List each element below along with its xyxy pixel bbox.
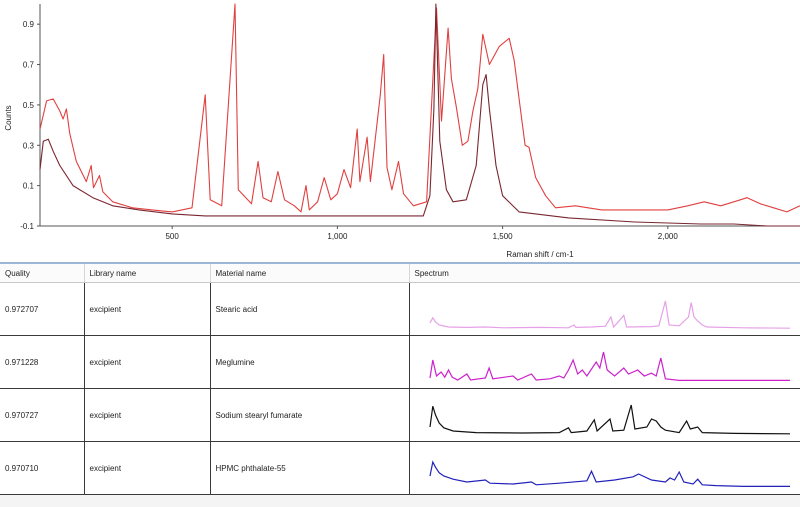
table-row[interactable]: 0.971228 excipient Meglumine	[0, 335, 800, 389]
spectrum-cell	[409, 282, 800, 336]
spectrum-thumbnail-line	[428, 300, 790, 329]
quality-cell: 0.970727	[0, 388, 85, 442]
quality-cell: 0.971228	[0, 335, 85, 389]
library-cell: excipient	[84, 282, 211, 336]
library-cell: excipient	[84, 335, 211, 389]
y-tick-label: 0.3	[23, 141, 35, 150]
y-tick-label: 0.5	[23, 101, 35, 110]
y-tick-label: 0.1	[23, 182, 35, 191]
spectrum-thumbnail	[428, 300, 790, 329]
spectrum-line-1	[39, 3, 800, 213]
table-row[interactable]: 0.970710 excipient HPMC phthalate-55	[0, 441, 800, 495]
spectrum-thumbnail-line	[428, 460, 790, 487]
column-header-spectrum[interactable]: Spectrum	[409, 264, 800, 283]
x-tick-label: 1,000	[327, 232, 348, 241]
spectrum-thumbnail	[428, 460, 790, 487]
y-tick-label: 0.7	[23, 61, 35, 70]
results-table: Quality Library name Material name Spect…	[0, 264, 800, 507]
column-header-quality[interactable]: Quality	[0, 264, 85, 283]
column-header-material-name[interactable]: Material name	[210, 264, 410, 283]
spectrum-line-2	[39, 3, 800, 227]
table-header-row: Quality Library name Material name Spect…	[0, 264, 800, 283]
y-axis-title: Counts	[4, 105, 13, 130]
library-cell: excipient	[84, 388, 211, 442]
pane-divider[interactable]	[0, 262, 800, 264]
y-tick-label: 0.9	[23, 20, 35, 29]
plot-series	[39, 3, 800, 227]
spectrum-thumbnail	[428, 351, 790, 381]
quality-cell: 0.972707	[0, 282, 85, 336]
y-tick-label: -0.1	[20, 222, 34, 231]
library-cell: excipient	[84, 441, 211, 495]
table-row[interactable]: 0.972707 excipient Stearic acid	[0, 282, 800, 336]
spectrum-cell	[409, 388, 800, 442]
spectrum-thumbnail	[428, 404, 790, 435]
spectrum-cell	[409, 441, 800, 495]
spectrum-thumbnail-line	[428, 351, 790, 381]
x-tick-label: 1,500	[493, 232, 514, 241]
plot-axes: -0.1 0.1 0.3 0.5 0.7 0.9 500 1,000 1,500 2,000 Ram…	[4, 4, 800, 259]
material-cell: HPMC phthalate-55	[210, 441, 410, 495]
material-cell: Meglumine	[210, 335, 410, 389]
column-header-library-name[interactable]: Library name	[84, 264, 211, 283]
spectrum-thumbnail-line	[428, 404, 790, 435]
x-tick-label: 500	[165, 232, 179, 241]
quality-cell: 0.970710	[0, 441, 85, 495]
table-row[interactable]: 0.970727 excipient Sodium stearyl fumara…	[0, 388, 800, 442]
material-cell: Sodium stearyl fumarate	[210, 388, 410, 442]
x-axis-title: Raman shift / cm-1	[506, 250, 574, 259]
spectrum-plot: -0.1 0.1 0.3 0.5 0.7 0.9 500 1,000 1,500 2,000 Ram…	[4, 3, 800, 259]
spectrum-cell	[409, 335, 800, 389]
x-tick-label: 2,000	[658, 232, 679, 241]
material-cell: Stearic acid	[210, 282, 410, 336]
